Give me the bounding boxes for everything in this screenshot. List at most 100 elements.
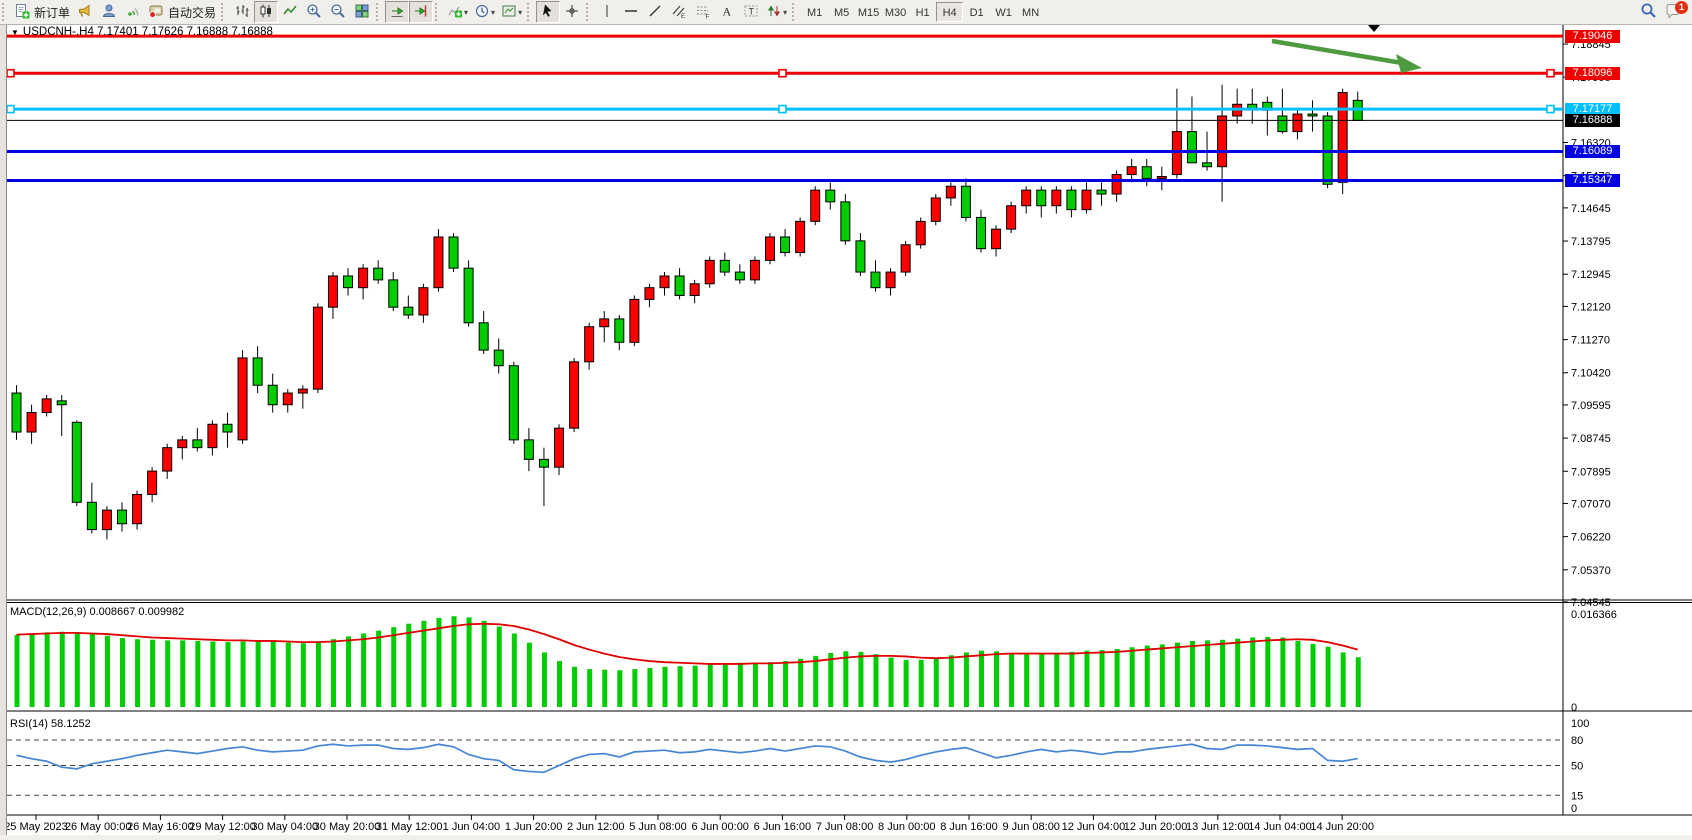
line-handle[interactable] <box>6 104 15 114</box>
macd-histogram-bar <box>255 640 261 707</box>
toolbar-grip[interactable] <box>2 3 9 21</box>
zoom-in-button[interactable] <box>302 1 326 23</box>
signals-button[interactable] <box>121 1 145 23</box>
svg-text:F: F <box>706 14 710 19</box>
timeframe-button-W1[interactable]: W1 <box>995 7 1012 19</box>
candle <box>1171 131 1182 176</box>
macd-pane: 0.016366 0 <box>14 609 1617 714</box>
price-axis[interactable]: 7.188457.179957.163207.154707.146457.137… <box>1563 39 1611 609</box>
trendline-tool-button[interactable] <box>643 1 667 23</box>
auto-trading-button[interactable]: 自动交易 <box>145 1 219 23</box>
toolbar-grip[interactable] <box>376 3 383 21</box>
time-tick-label: 8 Jun 00:00 <box>878 821 936 833</box>
text-tool-button[interactable]: A <box>715 1 739 23</box>
pane-borders <box>7 25 1692 816</box>
toolbar-grip[interactable] <box>527 3 534 21</box>
price-tick-label: 7.06220 <box>1571 532 1611 544</box>
templates-button[interactable]: ▾ <box>498 1 525 23</box>
toolbar-right: 1 <box>1636 0 1688 24</box>
arrows-tool-button[interactable]: ▾ <box>763 1 790 23</box>
label-tool-button[interactable]: T <box>739 1 763 23</box>
time-tick-label: 30 May 04:00 <box>251 821 318 833</box>
vertical-line-tool-button[interactable] <box>595 1 619 23</box>
cursor-icon <box>540 3 556 22</box>
macd-histogram-bar <box>376 630 382 707</box>
macd-histogram-bar <box>1355 657 1361 707</box>
toolbar-grip[interactable] <box>792 3 799 21</box>
price-tick-label: 7.11270 <box>1571 335 1610 347</box>
notification-badge: 1 <box>1675 1 1688 14</box>
cursor-tool-button[interactable] <box>536 1 561 23</box>
chart-shift-button[interactable] <box>409 1 434 23</box>
candlestick-icon <box>258 3 274 22</box>
toolbar-grip[interactable] <box>221 3 228 21</box>
macd-histogram-bar <box>617 670 623 707</box>
timeframe-button-M15[interactable]: M15 <box>857 7 880 19</box>
indicators-icon <box>447 3 463 22</box>
line-handle[interactable] <box>1546 68 1555 78</box>
price-badge-7.18096: 7.18096 <box>1565 66 1620 80</box>
toolbar-grip[interactable] <box>435 3 442 21</box>
chat-button[interactable]: 1 <box>1660 1 1688 23</box>
chart-title[interactable]: ▼ USDCNH-,H4 7.17401 7.17626 7.16888 7.16… <box>11 26 273 38</box>
timeframe-button-H4[interactable]: H4 <box>936 2 964 22</box>
candle <box>780 236 791 254</box>
macd-histogram-bar <box>768 662 773 707</box>
zoom-out-button[interactable] <box>326 1 350 23</box>
fibonacci-tool-button[interactable]: F <box>691 1 715 23</box>
line-chart-mode-button[interactable] <box>278 1 302 23</box>
horizontal-line-objects[interactable] <box>6 34 1563 182</box>
toolbar-grip[interactable] <box>586 3 593 21</box>
bar-chart-mode-button[interactable] <box>230 1 254 23</box>
zoom-in-icon <box>306 3 322 22</box>
candle <box>162 447 173 472</box>
line-handle[interactable] <box>1546 104 1555 114</box>
price-badge-7.17177: 7.17177 <box>1565 102 1620 116</box>
timeframe-button-M5[interactable]: M5 <box>833 7 850 19</box>
candle <box>71 421 82 503</box>
timeframe-button-D1[interactable]: D1 <box>969 7 984 19</box>
symbol-dropdown-icon[interactable]: ▼ <box>11 28 19 37</box>
price-tick-label: 7.13795 <box>1571 236 1611 248</box>
horn-button[interactable] <box>73 1 97 23</box>
macd-histogram-bar <box>300 643 306 707</box>
macd-histogram-bar <box>1295 640 1301 707</box>
macd-histogram-bar <box>285 642 291 707</box>
timeframe-button-M1[interactable]: M1 <box>806 7 823 19</box>
tile-windows-button[interactable] <box>350 1 374 23</box>
candle <box>765 236 775 261</box>
candlestick-mode-button[interactable] <box>254 1 279 23</box>
candle <box>418 287 429 316</box>
line-handle[interactable] <box>6 68 15 78</box>
candle <box>538 458 549 468</box>
macd-histogram-bar <box>541 652 547 707</box>
candle <box>930 197 941 222</box>
timeframe-button-H1[interactable]: H1 <box>915 7 930 19</box>
line-handle[interactable] <box>778 68 787 78</box>
line-chart-icon <box>282 3 298 22</box>
search-button[interactable] <box>1636 1 1660 23</box>
macd-histogram-bar <box>240 641 246 707</box>
price-badge-7.16089: 7.16089 <box>1565 145 1620 159</box>
crosshair-tool-button[interactable] <box>560 1 584 23</box>
indicators-button[interactable]: ▾ <box>444 1 471 23</box>
timeframe-button-M30[interactable]: M30 <box>884 7 907 19</box>
candle <box>358 267 369 289</box>
timeframe-button-MN[interactable]: MN <box>1022 7 1040 19</box>
line-handle[interactable] <box>778 104 787 114</box>
annotations[interactable] <box>1271 25 1422 73</box>
community-button[interactable] <box>97 1 121 23</box>
green-arrow-head <box>1396 54 1422 73</box>
channel-tool-button[interactable]: E <box>667 1 691 23</box>
macd-histogram-bar <box>451 616 457 707</box>
periods-button[interactable]: ▾ <box>471 1 498 23</box>
macd-histogram-bar <box>1250 637 1256 707</box>
horizontal-line-tool-button[interactable] <box>619 1 643 23</box>
macd-histogram-bar <box>391 627 397 707</box>
new-order-button[interactable]: 新订单 <box>11 1 73 23</box>
auto-trading-icon <box>148 3 164 22</box>
auto-scroll-button[interactable] <box>385 1 410 23</box>
candle <box>1141 166 1152 179</box>
